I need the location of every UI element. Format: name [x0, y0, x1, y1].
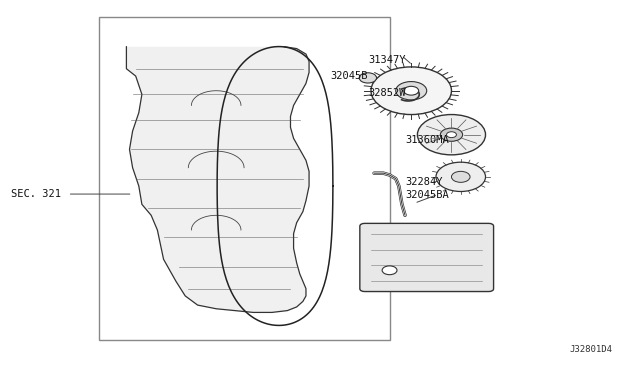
Text: 32045B: 32045B	[331, 71, 368, 81]
Circle shape	[451, 171, 470, 182]
Circle shape	[359, 73, 376, 83]
Circle shape	[371, 67, 451, 115]
Circle shape	[417, 115, 486, 155]
Text: 32045BA: 32045BA	[405, 190, 449, 200]
Text: 32284Y: 32284Y	[405, 177, 442, 187]
Circle shape	[396, 81, 427, 100]
FancyBboxPatch shape	[360, 223, 493, 292]
Text: 31360MA: 31360MA	[405, 135, 449, 145]
Circle shape	[447, 132, 456, 138]
Text: SEC. 321: SEC. 321	[12, 189, 61, 199]
Polygon shape	[127, 47, 309, 312]
Text: 32852W: 32852W	[368, 87, 405, 97]
Text: J32801D4: J32801D4	[570, 344, 612, 353]
Bar	[99, 17, 390, 340]
Circle shape	[404, 86, 419, 95]
Circle shape	[382, 266, 397, 275]
Circle shape	[436, 162, 486, 192]
Text: 31347Y: 31347Y	[368, 55, 405, 65]
Circle shape	[440, 128, 463, 141]
